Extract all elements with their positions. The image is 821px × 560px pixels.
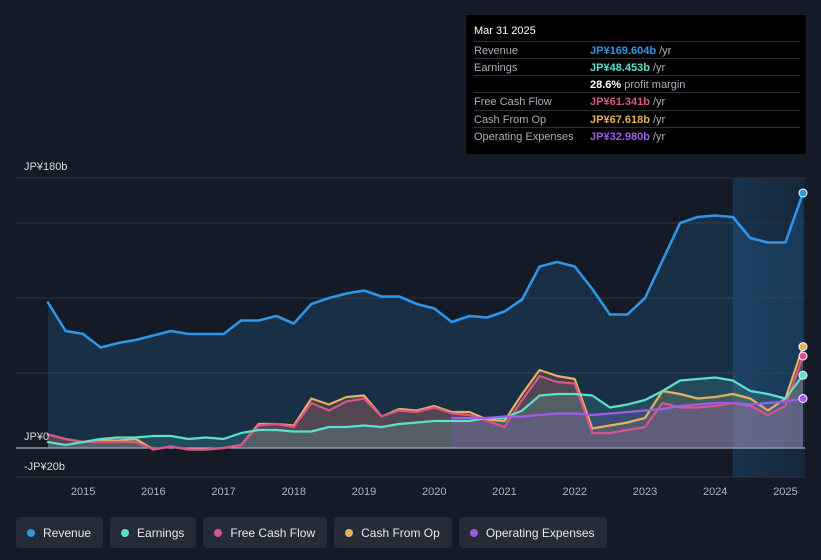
earnings-end-point [798, 370, 808, 380]
legend-dot-icon [214, 528, 223, 537]
cash-from-op-end-point [798, 342, 808, 352]
legend-label: Operating Expenses [485, 525, 595, 540]
tooltip-row: Cash From Op JP¥67.618b /yr [474, 110, 800, 128]
y-axis-label: -JP¥20b [24, 461, 65, 473]
tooltip-unit-text: profit margin [624, 79, 686, 91]
operating-expenses-line [450, 397, 805, 420]
tooltip-row-value: JP¥32.980b /yr [590, 131, 665, 143]
legend-item-cash-from-op[interactable]: Cash From Op [334, 517, 452, 548]
x-axis-tick-label: 2020 [422, 486, 446, 498]
revenue-end-point [798, 188, 808, 198]
x-axis-tick-label: 2024 [703, 486, 727, 498]
x-axis-tick-label: 2023 [633, 486, 657, 498]
tooltip-row: Free Cash Flow JP¥61.341b /yr [474, 92, 800, 110]
y-axis-label: JP¥180b [24, 161, 67, 173]
tooltip-unit-text: /yr [659, 45, 672, 57]
legend-dot-icon [27, 528, 35, 537]
free-cash-flow-area [48, 356, 803, 450]
tooltip-row-value: JP¥48.453b /yr [590, 62, 665, 74]
tooltip-unit-text: /yr [653, 131, 666, 143]
legend-dot-icon [345, 528, 354, 537]
x-axis-tick-label: 2025 [773, 486, 797, 498]
tooltip-row: Operating Expenses JP¥32.980b /yr [474, 127, 800, 145]
tooltip-row: Earnings JP¥48.453b /yr [474, 58, 800, 76]
tooltip-panel: Mar 31 2025 Revenue JP¥169.604b /yr Earnin… [466, 15, 806, 154]
tooltip-row-value: JP¥61.341b /yr [590, 96, 665, 108]
legend: Revenue Earnings Free Cash Flow Cash From O… [16, 517, 607, 548]
tooltip-row-label: Free Cash Flow [474, 96, 552, 108]
legend-label: Free Cash Flow [230, 525, 316, 540]
tooltip-value-text: 28.6% [590, 79, 622, 91]
x-axis-tick-label: 2022 [563, 486, 587, 498]
highlight-region [732, 178, 805, 477]
tooltip-row-label: Operating Expenses [474, 131, 574, 143]
x-axis-tick-label: 2018 [282, 486, 306, 498]
tooltip-date: Mar 31 2025 [474, 25, 536, 37]
earnings-line [46, 374, 805, 447]
tooltip-row: Revenue JP¥169.604b /yr [474, 41, 800, 59]
x-axis-tick-label: 2019 [352, 486, 376, 498]
x-axis-tick-label: 2016 [141, 486, 165, 498]
tooltip-row: 28.6% profit margin [474, 75, 800, 93]
tooltip-unit-text: /yr [653, 114, 666, 126]
tooltip-value-text: JP¥32.980b [590, 131, 650, 143]
free-cash-flow-end-point [798, 351, 808, 361]
x-axis-tick-label: 2021 [492, 486, 516, 498]
tooltip-row-value: JP¥169.604b /yr [590, 45, 671, 57]
tooltip-row-value: JP¥67.618b /yr [590, 114, 665, 126]
legend-label: Earnings [137, 525, 185, 540]
legend-item-free-cash-flow[interactable]: Free Cash Flow [203, 517, 328, 548]
legend-label: Cash From Op [361, 525, 440, 540]
legend-dot-icon [121, 528, 130, 537]
tooltip-row-label: Cash From Op [474, 114, 547, 126]
tooltip-row-label: Earnings [474, 62, 518, 74]
y-axis-label: JP¥0 [24, 431, 49, 443]
tooltip-value-text: JP¥67.618b [590, 114, 650, 126]
x-axis-tick-label: 2015 [71, 486, 95, 498]
tooltip-value-text: JP¥169.604b [590, 45, 657, 57]
revenue-line [46, 191, 805, 349]
tooltip-unit-text: /yr [653, 96, 666, 108]
tooltip-row-label: Revenue [474, 45, 519, 57]
revenue-area [48, 193, 803, 448]
cash-from-op-area [48, 346, 803, 450]
operating-expenses-end-point [798, 394, 808, 403]
legend-label: Revenue [43, 525, 92, 540]
legend-item-operating-expenses[interactable]: Operating Expenses [458, 517, 607, 548]
x-axis-tick-label: 2017 [211, 486, 235, 498]
legend-item-earnings[interactable]: Earnings [110, 517, 197, 548]
tooltip-row-value: 28.6% profit margin [590, 79, 685, 91]
legend-dot-icon [469, 528, 478, 537]
tooltip-unit-text: /yr [653, 62, 666, 74]
legend-item-revenue[interactable]: Revenue [16, 517, 104, 548]
tooltip-value-text: JP¥48.453b [590, 62, 650, 74]
tooltip-value-text: JP¥61.341b [590, 96, 650, 108]
earnings-area [48, 375, 803, 448]
